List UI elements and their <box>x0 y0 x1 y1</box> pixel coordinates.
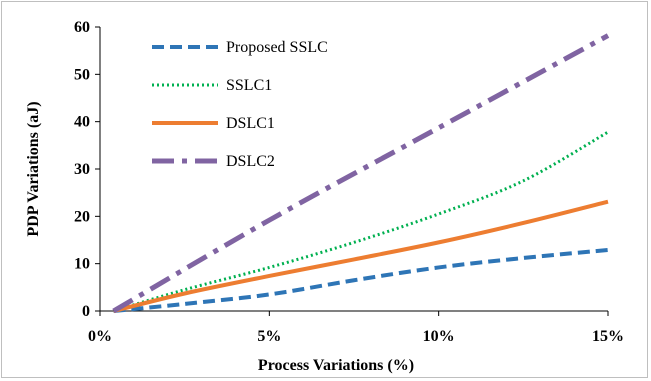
series-line-dslc1 <box>113 199 609 313</box>
series-line-sslc1 <box>113 130 609 313</box>
legend-label: SSLC1 <box>226 77 272 94</box>
y-tick-label: 60 <box>74 19 90 36</box>
legend: Proposed SSLC SSLC1 DSLC1 DSLC2 <box>152 39 328 170</box>
x-tick-label: 15% <box>592 328 624 345</box>
legend-label: DSLC1 <box>226 115 275 132</box>
y-tick-label: 20 <box>74 208 90 225</box>
y-axis-title: PDP Variations (aJ) <box>25 101 42 236</box>
y-tick-label: 40 <box>74 114 90 131</box>
x-axis-title: Process Variations (%) <box>258 357 414 374</box>
x-tick-label: 5% <box>257 328 281 345</box>
series-line-proposed-sslc <box>113 247 609 313</box>
y-tick-label: 10 <box>74 256 90 273</box>
legend-label: Proposed SSLC <box>226 39 328 56</box>
x-tick-label: 10% <box>423 328 455 345</box>
y-tick-label: 50 <box>74 66 90 83</box>
y-tick-label: 0 <box>82 303 90 320</box>
x-tick-label: 0% <box>88 328 112 345</box>
legend-label: DSLC2 <box>226 153 275 170</box>
axes-group: 0 10 20 30 40 50 60 0% 5% 10% 15% <box>74 19 624 345</box>
y-tick-label: 30 <box>74 161 90 178</box>
series-layer <box>112 33 610 314</box>
series-line-dslc2 <box>112 33 610 314</box>
